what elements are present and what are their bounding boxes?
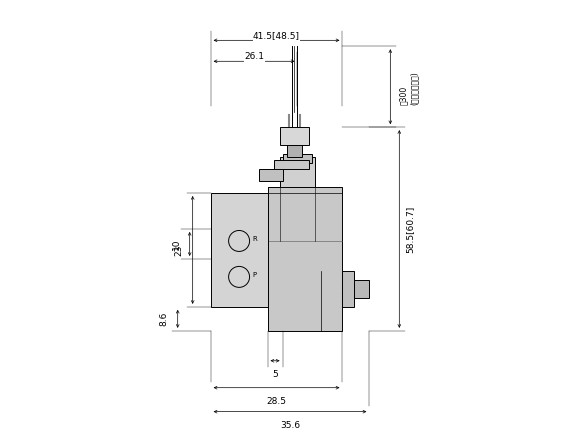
Text: R: R [252, 236, 257, 242]
Bar [279, 127, 310, 145]
Bar [273, 160, 310, 169]
Bar [287, 145, 302, 157]
Text: 約300
(リード線長さ): 約300 (リード線長さ) [399, 71, 419, 105]
Text: 10: 10 [172, 238, 181, 250]
Bar [283, 154, 312, 163]
Text: 5: 5 [272, 370, 278, 379]
Bar [354, 280, 370, 298]
Bar [342, 271, 354, 307]
Text: P: P [252, 272, 257, 278]
Bar [268, 187, 342, 331]
Bar [279, 157, 315, 187]
Text: 35.6: 35.6 [280, 421, 300, 430]
Text: 23: 23 [175, 244, 184, 256]
Text: 26.1: 26.1 [244, 52, 264, 61]
Text: 58.5[60.7]: 58.5[60.7] [405, 205, 415, 253]
Bar [258, 169, 283, 181]
Text: 41.5[48.5]: 41.5[48.5] [253, 31, 300, 40]
Bar [210, 193, 268, 307]
Text: 28.5: 28.5 [266, 397, 286, 406]
Text: 8.6: 8.6 [160, 312, 168, 326]
